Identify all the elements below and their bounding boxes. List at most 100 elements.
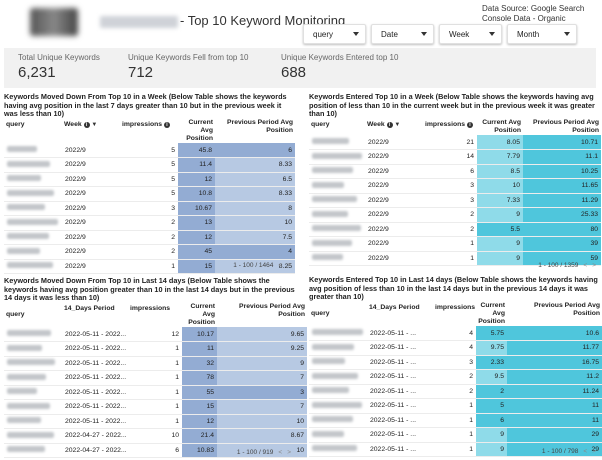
table-row[interactable]: 2022-05-11 - 2022... 12 10.17 9.65 <box>4 327 308 342</box>
impressions-cell: 2 <box>433 384 476 399</box>
table-row[interactable]: 2022/9 1 9 59 <box>309 251 602 266</box>
impressions-cell: 10 <box>128 428 182 444</box>
month-filter-dropdown[interactable]: Month <box>507 24 577 44</box>
next-page-icon[interactable]: > <box>592 262 596 269</box>
period-cell: 2022-05-11 - ... <box>367 427 433 443</box>
table-row[interactable]: 2022-05-11 - ... 2 2 11.24 <box>309 384 602 399</box>
table-row[interactable]: 2022/9 5 10.8 8.33 <box>4 186 296 202</box>
column-header-query[interactable]: query <box>311 121 330 128</box>
previous-avg-position-cell: 11 <box>507 413 602 428</box>
period-cell: 2022/9 <box>365 149 423 165</box>
column-header-query[interactable]: query <box>311 310 330 317</box>
table-row[interactable]: 2022/9 3 10.67 8 <box>4 201 296 216</box>
current-avg-position-cell: 2 <box>476 384 507 399</box>
previous-page-icon[interactable]: < <box>583 448 588 455</box>
column-header-previous-avg-position[interactable]: Previous Period Avg Position <box>227 119 294 134</box>
next-page-icon[interactable]: > <box>287 262 291 269</box>
previous-page-icon[interactable]: < <box>278 449 283 456</box>
data-source-note: Data Source: Google Search Console Data … <box>482 4 585 23</box>
table-row[interactable]: 2022-05-11 - ... 1 9 29 <box>309 442 602 457</box>
impressions-cell: 2 <box>433 369 476 385</box>
column-header-current-avg-position[interactable]: Current Avg Position <box>482 119 521 134</box>
column-header-previous-avg-position[interactable]: Previous Period Avg Position <box>239 303 306 318</box>
table-row[interactable]: 2022-04-27 - 2022... 6 10.83 10 <box>4 443 308 458</box>
table-row[interactable]: 2022-05-11 - ... 4 5.75 10.6 <box>309 326 602 341</box>
column-header-period[interactable]: 14_Days Period <box>367 302 433 326</box>
table-row[interactable]: 2022/9 2 45 4 <box>4 244 296 260</box>
table-row[interactable]: 2022-05-11 - ... 1 6 11 <box>309 413 602 428</box>
chevron-down-icon <box>489 32 495 36</box>
column-header-query[interactable]: query <box>6 311 25 318</box>
table-row[interactable]: 2022/9 5 12 6.5 <box>4 172 296 187</box>
current-avg-position-cell: 9 <box>476 427 507 443</box>
table-row[interactable]: 2022/9 3 10 11.65 <box>309 178 602 194</box>
period-cell: 2022/9 <box>62 172 120 187</box>
date-filter-dropdown[interactable]: Date <box>371 24 434 44</box>
query-cell-redacted <box>4 215 62 231</box>
column-header-impressions[interactable]: impressions <box>433 302 476 326</box>
table-row[interactable]: 2022/9 5 45.8 6 <box>4 143 296 158</box>
column-header-current-avg-position[interactable]: Current Avg Position <box>188 303 215 326</box>
table-row[interactable]: 2022-05-11 - 2022... 1 32 9 <box>4 356 308 371</box>
table-row[interactable]: 2022/9 21 8.05 10.71 <box>309 135 602 150</box>
table-row[interactable]: 2022-05-11 - ... 1 9 29 <box>309 427 602 443</box>
table-row[interactable]: 2022/9 1 15 8.25 <box>4 259 296 274</box>
table-row[interactable]: 2022/9 6 8.5 10.25 <box>309 164 602 179</box>
sort-desc-icon[interactable]: ▼ <box>91 122 98 128</box>
query-filter-dropdown[interactable]: query <box>303 24 366 44</box>
table-row[interactable]: 2022/9 2 9 25.33 <box>309 207 602 223</box>
table-row[interactable]: 2022/9 2 13 10 <box>4 215 296 231</box>
query-cell-redacted <box>4 341 62 357</box>
previous-avg-position-cell: 10.71 <box>523 135 602 150</box>
table-row[interactable]: 2022/9 2 5.5 80 <box>309 222 602 237</box>
column-header-current-avg-position[interactable]: Current Avg Position <box>186 119 213 142</box>
column-header-period[interactable]: Week i ▼ <box>62 119 120 143</box>
info-icon[interactable]: i <box>466 122 473 128</box>
period-cell: 2022-04-27 - 2022... <box>62 428 128 444</box>
table-row[interactable]: 2022-05-11 - ... 2 9.5 11.2 <box>309 369 602 385</box>
info-icon[interactable]: i <box>83 122 90 128</box>
query-filter-label: query <box>313 30 334 39</box>
column-header-period[interactable]: 14_Days Period <box>62 303 128 327</box>
table-row[interactable]: 2022/9 2 12 7.5 <box>4 230 296 245</box>
table-row[interactable]: 2022-05-11 - ... 3 2.33 16.75 <box>309 355 602 370</box>
current-avg-position-cell: 10.83 <box>182 443 217 458</box>
table-row[interactable]: 2022-05-11 - 2022... 1 15 7 <box>4 399 308 415</box>
previous-avg-position-cell: 10.6 <box>507 326 602 341</box>
column-header-period[interactable]: Week i ▼ <box>365 119 423 135</box>
table-row[interactable]: 2022-05-11 - ... 4 9.75 11.77 <box>309 340 602 356</box>
table-row[interactable]: 2022-05-11 - 2022... 1 11 9.25 <box>4 341 308 357</box>
table-row[interactable]: 2022/9 3 7.33 11.29 <box>309 193 602 208</box>
column-header-impressions[interactable]: impressions <box>128 303 182 327</box>
impressions-cell: 1 <box>423 251 477 266</box>
info-icon[interactable]: i <box>386 122 393 128</box>
table-row[interactable]: 2022/9 14 7.79 11.1 <box>309 149 602 165</box>
table-row[interactable]: 2022-04-27 - 2022... 10 21.4 8.67 <box>4 428 308 444</box>
next-page-icon[interactable]: > <box>287 449 291 456</box>
column-header-impressions[interactable]: impressions i <box>423 119 477 135</box>
query-cell-redacted <box>4 414 62 429</box>
table-row[interactable]: 2022-05-11 - ... 1 5 11 <box>309 398 602 414</box>
table-row[interactable]: 2022/9 5 11.4 8.33 <box>4 157 296 173</box>
previous-page-icon[interactable]: < <box>278 262 283 269</box>
previous-page-icon[interactable]: < <box>583 262 588 269</box>
table-row[interactable]: 2022-05-11 - 2022... 1 12 10 <box>4 414 308 429</box>
info-icon[interactable]: i <box>163 122 170 128</box>
column-header-impressions[interactable]: impressions i <box>120 119 178 143</box>
column-header-current-avg-position[interactable]: Current Avg Position <box>478 302 505 325</box>
column-header-previous-avg-position[interactable]: Previous Period Avg Position <box>534 302 601 317</box>
week-entered-panel: Keywords Entered Top 10 in a Week (Below… <box>309 92 602 275</box>
table-row[interactable]: 2022/9 1 9 39 <box>309 236 602 252</box>
column-header-previous-avg-position[interactable]: Previous Period Avg Position <box>533 119 600 134</box>
query-cell-redacted <box>309 442 367 457</box>
sort-desc-icon[interactable]: ▼ <box>394 122 401 128</box>
week-filter-dropdown[interactable]: Week <box>439 24 502 44</box>
table-row[interactable]: 2022-05-11 - 2022... 1 55 3 <box>4 385 308 400</box>
query-cell-redacted <box>4 443 62 458</box>
query-cell-redacted <box>309 178 365 194</box>
query-cell-redacted <box>309 222 365 237</box>
column-header-query[interactable]: query <box>6 121 25 128</box>
next-page-icon[interactable]: > <box>592 448 596 455</box>
table-row[interactable]: 2022-05-11 - 2022... 1 78 7 <box>4 370 308 386</box>
current-avg-position-cell: 9 <box>477 207 523 223</box>
